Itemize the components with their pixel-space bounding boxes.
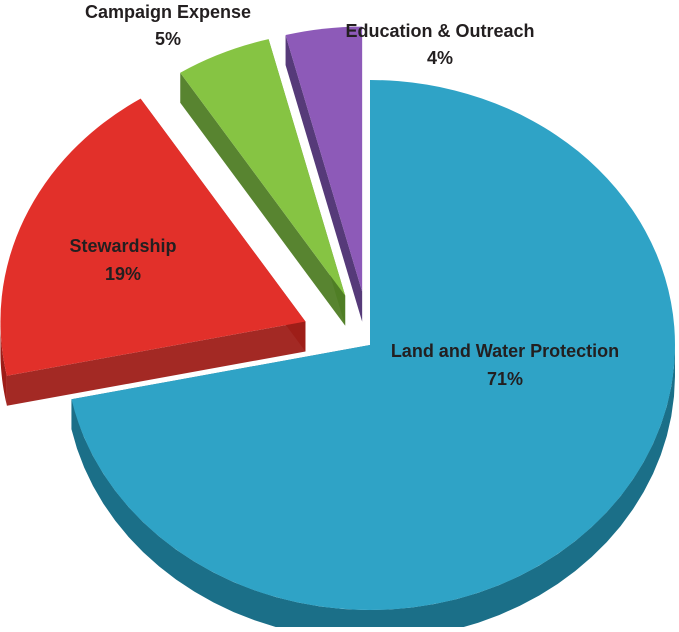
slice-label-stewardship: Stewardship [69,236,176,256]
slice-campaign-expense [180,39,346,296]
slice-label-campaign-expense: Campaign Expense [85,2,251,22]
slice-wall-education-outreach-0 [285,35,363,322]
slice-tops-layer [0,26,675,610]
slice-side-stewardship [0,322,7,406]
slice-wall-campaign-expense-0 [180,72,346,326]
slice-stewardship [0,98,306,376]
slice-percent-stewardship: 19% [105,264,141,284]
slice-label-land-and-water-protection: Land and Water Protection [391,341,619,361]
slice-percent-campaign-expense: 5% [155,29,181,49]
slice-labels-layer: Land and Water Protection 71% Stewardship 1… [69,2,619,389]
slice-percent-education-outreach: 4% [427,48,453,68]
slice-percent-land-and-water-protection: 71% [487,369,523,389]
slice-land-and-water-protection [71,80,675,610]
slice-wall-stewardship-0 [6,321,306,406]
slice-education-outreach [285,26,363,292]
slice-label-education-outreach: Education & Outreach [345,21,534,41]
